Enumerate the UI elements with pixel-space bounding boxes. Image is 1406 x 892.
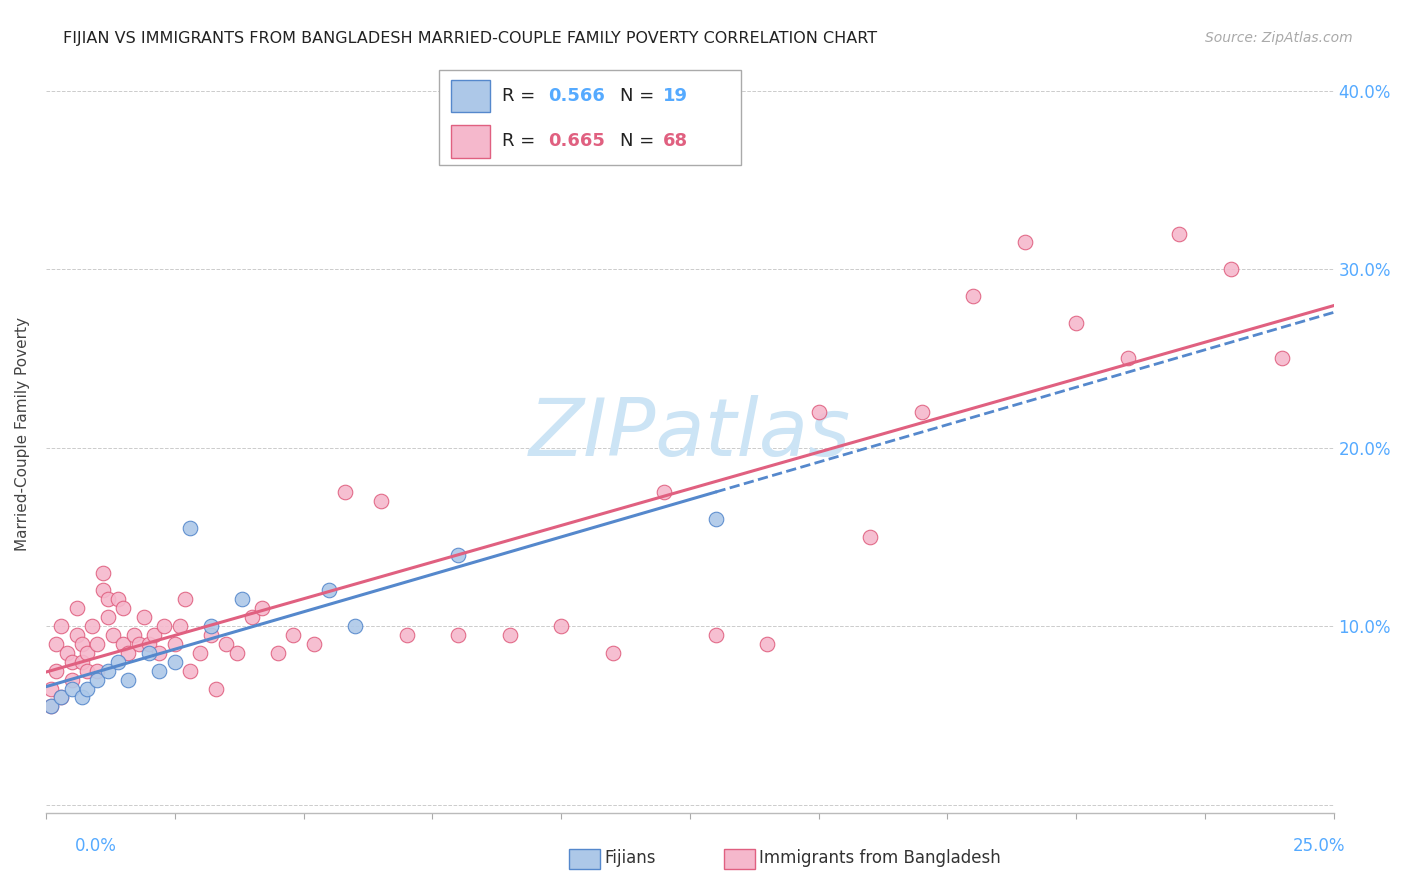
Point <box>143 628 166 642</box>
Point <box>267 646 290 660</box>
Point <box>174 592 197 607</box>
Point <box>283 628 305 642</box>
Text: Fijians: Fijians <box>605 849 657 867</box>
Point <box>66 628 89 642</box>
Point <box>910 405 932 419</box>
Text: FIJIAN VS IMMIGRANTS FROM BANGLADESH MARRIED-COUPLE FAMILY POVERTY CORRELATION C: FIJIAN VS IMMIGRANTS FROM BANGLADESH MAR… <box>63 31 877 46</box>
Text: Immigrants from Bangladesh: Immigrants from Bangladesh <box>759 849 1001 867</box>
Point <box>215 637 238 651</box>
Point <box>163 637 186 651</box>
Point <box>153 619 176 633</box>
Point <box>179 664 201 678</box>
Text: 25.0%: 25.0% <box>1292 837 1346 855</box>
Point <box>200 628 222 642</box>
Point <box>70 655 93 669</box>
Point <box>132 610 155 624</box>
Point <box>252 601 274 615</box>
Point <box>97 610 120 624</box>
Point <box>652 485 675 500</box>
Point <box>447 628 470 642</box>
Point <box>240 610 263 624</box>
Point <box>76 646 98 660</box>
Point <box>138 646 160 660</box>
Point <box>859 530 882 544</box>
Point <box>97 592 120 607</box>
Point <box>66 601 89 615</box>
Point <box>205 681 228 696</box>
Point <box>101 628 124 642</box>
Text: Source: ZipAtlas.com: Source: ZipAtlas.com <box>1205 31 1353 45</box>
Point <box>179 521 201 535</box>
Point <box>97 664 120 678</box>
Point <box>498 628 520 642</box>
Point <box>86 673 108 687</box>
Point <box>45 664 67 678</box>
Point <box>200 619 222 633</box>
Point <box>1168 227 1191 241</box>
Point <box>76 681 98 696</box>
Point <box>1116 351 1139 366</box>
Point <box>550 619 572 633</box>
Point <box>395 628 418 642</box>
Point <box>704 512 727 526</box>
Point <box>39 699 62 714</box>
Point <box>39 699 62 714</box>
Point <box>138 637 160 651</box>
Point <box>225 646 247 660</box>
Point <box>70 690 93 705</box>
Point <box>82 619 104 633</box>
Point <box>333 485 356 500</box>
Point <box>45 637 67 651</box>
Point <box>107 592 129 607</box>
Point <box>107 655 129 669</box>
Point <box>112 637 135 651</box>
Y-axis label: Married-Couple Family Poverty: Married-Couple Family Poverty <box>15 318 30 551</box>
Point <box>51 619 73 633</box>
Point <box>117 646 139 660</box>
Point <box>51 690 73 705</box>
Point <box>51 690 73 705</box>
Point <box>128 637 150 651</box>
Point <box>122 628 145 642</box>
Point <box>343 619 366 633</box>
Point <box>117 673 139 687</box>
Point <box>1271 351 1294 366</box>
Point <box>91 583 114 598</box>
Point <box>60 681 83 696</box>
Point <box>447 548 470 562</box>
Point <box>91 566 114 580</box>
Point <box>962 289 984 303</box>
Point <box>370 494 392 508</box>
Point <box>60 655 83 669</box>
Point <box>148 646 170 660</box>
Point <box>231 592 253 607</box>
Point <box>169 619 191 633</box>
Point <box>163 655 186 669</box>
Point <box>70 637 93 651</box>
Point <box>190 646 212 660</box>
Point <box>39 681 62 696</box>
Point <box>756 637 779 651</box>
Point <box>60 673 83 687</box>
Point <box>302 637 325 651</box>
Point <box>704 628 727 642</box>
Point <box>76 664 98 678</box>
Text: ZIPatlas: ZIPatlas <box>529 395 851 474</box>
Point <box>86 637 108 651</box>
Point <box>1064 316 1087 330</box>
Point <box>602 646 624 660</box>
Point <box>112 601 135 615</box>
Point <box>318 583 340 598</box>
Point <box>1014 235 1036 250</box>
Point <box>86 664 108 678</box>
Point <box>55 646 77 660</box>
Point <box>148 664 170 678</box>
Point <box>807 405 830 419</box>
Text: 0.0%: 0.0% <box>75 837 117 855</box>
Point <box>1219 262 1241 277</box>
